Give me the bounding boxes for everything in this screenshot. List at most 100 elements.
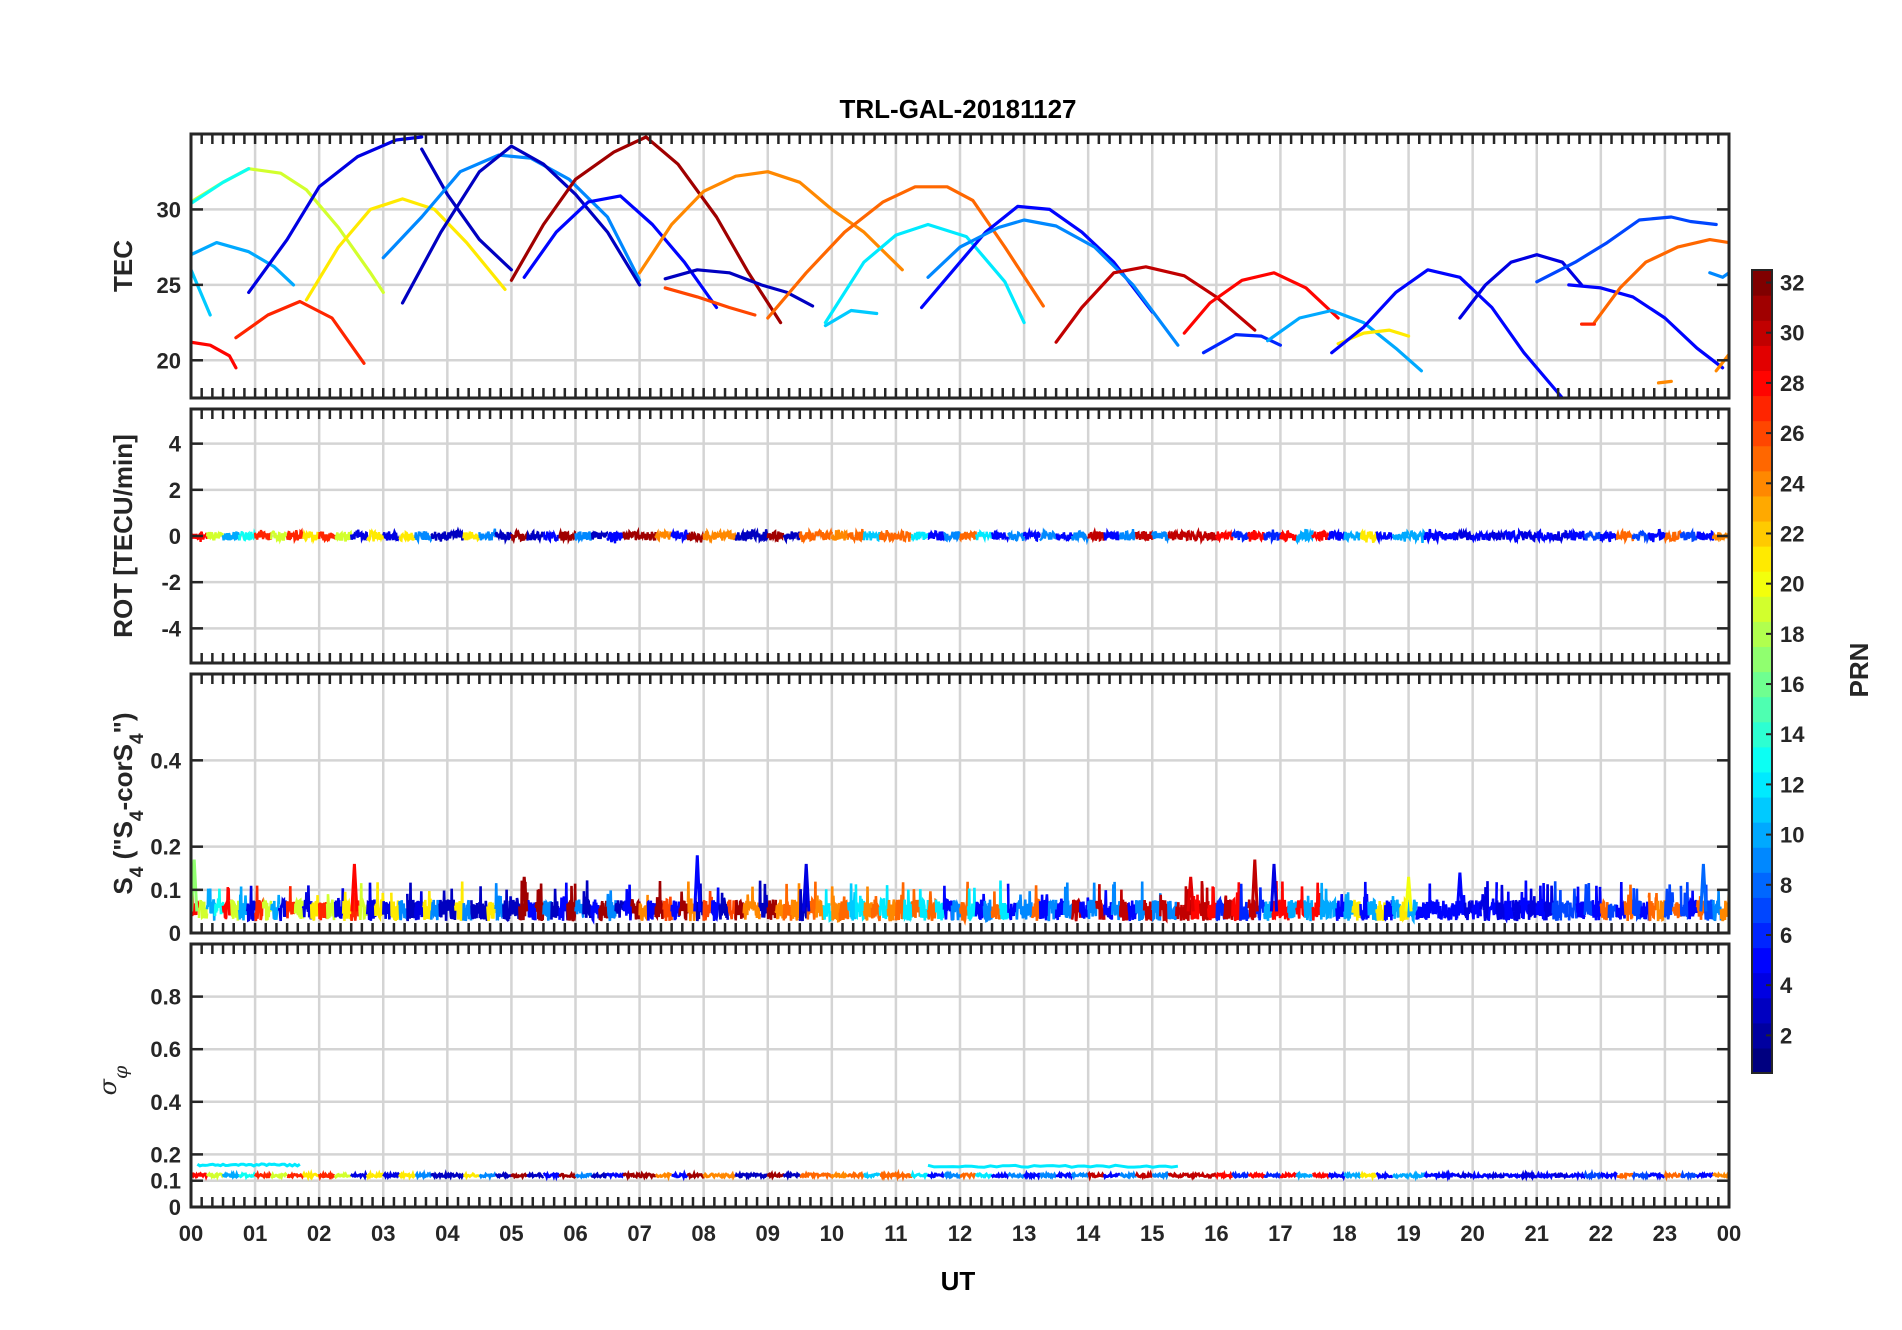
sigma-series [816, 1174, 832, 1177]
colorbar-segment [1752, 847, 1772, 873]
x-tick-label: 17 [1268, 1221, 1292, 1246]
sigma-series [1665, 1174, 1681, 1177]
sigma-series [1264, 1174, 1280, 1177]
y-axis-label-part: S [108, 877, 138, 894]
x-tick-label: 11 [884, 1221, 907, 1246]
y-axis-label-part: 4 [127, 866, 148, 877]
s4-series [768, 900, 776, 920]
sigma-series [768, 1174, 784, 1177]
sigma-series [1457, 1174, 1473, 1177]
sigma-series [479, 1174, 495, 1177]
y-axis-label-part: ("S [108, 821, 138, 867]
rot-series [335, 532, 351, 541]
colorbar-tick-label: 22 [1780, 521, 1804, 546]
colorbar-tick-label: 14 [1780, 722, 1805, 747]
colorbar-tick-label: 18 [1780, 622, 1804, 647]
sigma-series [896, 1174, 912, 1177]
colorbar-tick-label: 28 [1780, 371, 1804, 396]
sigma-series [1248, 1174, 1264, 1177]
y-tick-label: 0.8 [150, 985, 181, 1010]
sigma-series [431, 1174, 447, 1177]
sigma-series [608, 1174, 624, 1176]
sigma-series [335, 1174, 351, 1177]
y-tick-label: 0.6 [150, 1037, 181, 1062]
tec-series-prn-24 [1659, 381, 1672, 383]
sigma-series [1345, 1174, 1361, 1177]
sigma-series [1569, 1174, 1585, 1177]
colorbar-segment [1752, 948, 1772, 974]
colorbar-tick-label: 2 [1780, 1023, 1792, 1048]
y-tick-label: 4 [169, 432, 182, 457]
panel-tec: 202530TEC [108, 134, 1729, 398]
y-axis-label-part: φ [110, 1065, 132, 1079]
y-tick-label: 25 [157, 273, 181, 298]
rot-series [1665, 532, 1681, 541]
x-tick-label: 14 [1076, 1221, 1101, 1246]
y-tick-label: 0.1 [150, 1169, 181, 1194]
chart-title: TRL-GAL-20181127 [840, 94, 1077, 124]
sigma-series [1425, 1174, 1441, 1177]
y-tick-label: 0.2 [150, 1142, 181, 1167]
x-tick-label: 21 [1525, 1221, 1549, 1246]
sigma-series [1409, 1174, 1425, 1177]
y-tick-label: 0.4 [150, 1090, 181, 1115]
sigma-series [640, 1174, 656, 1177]
sigma-series [800, 1174, 816, 1177]
sigma-series [992, 1174, 1008, 1177]
sigma-series [784, 1174, 800, 1177]
sigma-series [1601, 1174, 1617, 1177]
sigma-series [928, 1174, 944, 1177]
y-axis-label-part: 4 [127, 733, 148, 744]
y-tick-label: 0.4 [150, 748, 181, 773]
sigma-series [848, 1174, 864, 1177]
y-tick-label: -2 [161, 570, 181, 595]
colorbar-tick-label: 10 [1780, 823, 1804, 848]
sigma-series [495, 1174, 511, 1177]
colorbar-segment [1752, 998, 1772, 1024]
x-tick-label: 10 [820, 1221, 844, 1246]
colorbar-segment [1752, 596, 1772, 622]
y-tick-label: 0 [169, 921, 181, 946]
sigma-series [1152, 1174, 1168, 1177]
sigma-series [1441, 1174, 1457, 1177]
x-tick-label: 05 [499, 1221, 523, 1246]
x-tick-label: 22 [1589, 1221, 1613, 1246]
y-axis-label-part: 4 [127, 810, 148, 821]
x-tick-label: 13 [1012, 1221, 1036, 1246]
x-tick-label: 00 [1717, 1221, 1741, 1246]
x-tick-label: 09 [756, 1221, 780, 1246]
sigma-series [1056, 1174, 1072, 1177]
sigma-series [1393, 1175, 1409, 1178]
x-tick-label: 00 [179, 1221, 203, 1246]
y-tick-label: 2 [169, 478, 181, 503]
s4-series [1657, 900, 1665, 921]
sigma-series [383, 1174, 399, 1177]
y-tick-label: 0.2 [150, 835, 181, 860]
sigma-series [752, 1174, 768, 1177]
rot-series [640, 532, 656, 541]
panel-s4: 00.10.20.4S4 ("S4-corS4") [108, 674, 1729, 946]
sigma-series [976, 1174, 992, 1177]
x-tick-label: 12 [948, 1221, 972, 1246]
y-axis-label-part: -corS [108, 744, 138, 810]
sigma-series [1521, 1174, 1537, 1177]
sigma-series [944, 1174, 960, 1177]
colorbar-tick-label: 20 [1780, 572, 1804, 597]
s4-series [936, 900, 944, 921]
sigma-series [511, 1174, 527, 1177]
sigma-series [1296, 1174, 1312, 1177]
sigma-series [1585, 1174, 1601, 1177]
colorbar-tick-label: 8 [1780, 873, 1792, 898]
x-tick-label: 07 [627, 1221, 651, 1246]
sigma-series [624, 1174, 640, 1177]
s4-series [1513, 900, 1521, 921]
colorbar-segment [1752, 546, 1772, 572]
x-tick-label: 20 [1460, 1221, 1484, 1246]
colorbar-segment [1752, 646, 1772, 672]
sigma-series [1713, 1174, 1729, 1177]
sigma-series [447, 1174, 463, 1177]
colorbar-segment [1752, 747, 1772, 773]
y-tick-label: 20 [157, 348, 181, 373]
sigma-series [415, 1174, 431, 1177]
sigma-series [1633, 1174, 1649, 1177]
